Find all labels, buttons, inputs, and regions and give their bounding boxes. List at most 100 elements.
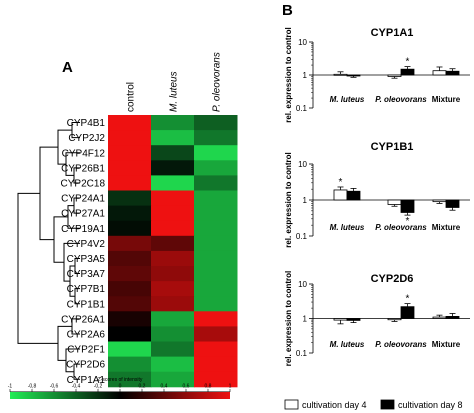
legend-label-day8: cultivation day 8: [398, 400, 463, 410]
heat-row-label: CYP19A1: [61, 224, 105, 235]
bar-day4: [387, 199, 402, 205]
y-axis-label: rel. expression to control: [284, 27, 293, 123]
heat-cell-cyp2d6-1: [108, 356, 152, 373]
bar-day4: [333, 318, 348, 321]
y-axis-label: rel. expression to control: [284, 152, 293, 248]
heat-row-label: CYP4V2: [67, 239, 106, 250]
dendrogram-branch: [17, 192, 58, 344]
heat-cell-cyp2f1-2: [151, 341, 195, 358]
y-tick-label: 1: [303, 196, 308, 205]
y-tick-label: 1: [303, 315, 308, 324]
heat-row-label: CYP7B1: [67, 284, 106, 295]
heat-cell-cyp4b1-3: [194, 115, 238, 131]
heat-cell-cyp24a1-2: [151, 190, 195, 207]
y-tick-label: 0.1: [296, 104, 308, 113]
bar-day4: [387, 318, 402, 321]
heat-row-label: CYP2C18: [61, 178, 106, 189]
heat-cell-cyp4v2-1: [108, 235, 152, 252]
colorbar-tick-label: 0,2: [139, 384, 146, 390]
category-label: Mixture: [432, 223, 461, 232]
heat-cell-cyp19a1-2: [151, 220, 195, 237]
heat-row-label: CYP26B1: [61, 163, 105, 174]
heat-cell-cyp3a7-2: [151, 266, 195, 282]
heat-cell-cyp1a1-1: [108, 371, 152, 388]
heat-row-label: CYP24A1: [61, 194, 105, 205]
heat-cell-cyp19a1-1: [108, 220, 152, 237]
heat-cell-cyp2d6-2: [151, 356, 195, 373]
colorbar-tick-label: 0,4: [161, 384, 168, 390]
heat-cell-cyp2c18-1: [108, 175, 152, 191]
dendrogram-branch: [39, 146, 58, 241]
significance-marker: *: [339, 177, 343, 188]
bar-day4: [432, 316, 447, 319]
heat-cell-cyp3a7-3: [194, 266, 238, 282]
heatmap-column-labels: control M. luteus P. oleovorans: [126, 52, 223, 112]
heat-cell-cyp27a1-2: [151, 205, 195, 222]
category-label: M. luteus: [330, 95, 365, 104]
colorbar-tick-label: -0,6: [50, 384, 59, 390]
legend: cultivation day 4 cultivation day 8: [284, 399, 463, 410]
heat-row-label: CYP4B1: [67, 118, 106, 129]
significance-marker: *: [406, 57, 410, 68]
heat-cell-cyp24a1-1: [108, 190, 152, 207]
panel-label-a: A: [62, 59, 73, 76]
heat-row-label: CYP2D6: [66, 360, 105, 371]
heat-cell-cyp2a6-3: [194, 326, 238, 342]
heat-cell-cyp26b1-3: [194, 160, 238, 176]
bar-panel-title: CYP1A1: [371, 27, 414, 39]
heat-cell-cyp2j2-2: [151, 130, 195, 146]
bar-day8: [445, 199, 460, 208]
heat-row-label: CYP2A6: [67, 329, 106, 340]
bar-day8: [445, 316, 460, 319]
heat-cell-cyp26b1-1: [108, 160, 152, 176]
y-tick-label: 1: [303, 71, 308, 80]
heatmap-row-labels: CYP4B1 CYP2J2 CYP4F12 CYP26B1 CYP2C18 CYP24A1…: [61, 118, 106, 386]
heat-row-label: CYP1B1: [67, 299, 106, 310]
heat-cell-cyp4f12-1: [108, 145, 152, 161]
bar-day8: [346, 318, 361, 321]
heat-cell-cyp2j2-1: [108, 130, 152, 146]
category-label: P. oleovorans: [375, 223, 427, 232]
heat-cell-cyp2a6-1: [108, 326, 152, 342]
heat-cell-cyp26a1-1: [108, 311, 152, 327]
heat-row-label: CYP1A1: [67, 375, 106, 386]
colorbar-tick-label: -1: [8, 384, 13, 390]
category-label: P. oleovorans: [375, 340, 427, 349]
colorbar-tick-label: 1: [229, 384, 232, 390]
heat-column-label: control: [126, 82, 137, 112]
heat-cell-cyp2f1-3: [194, 341, 238, 358]
heatmap-cells: [108, 115, 238, 388]
heat-cell-cyp1b1-3: [194, 296, 238, 312]
heat-row-label: CYP2F1: [67, 345, 105, 356]
heat-cell-cyp27a1-3: [194, 205, 238, 222]
heat-cell-cyp1b1-1: [108, 296, 152, 312]
colorbar-title: Z-scores of intensity: [98, 377, 143, 383]
bar-day4: [333, 73, 348, 76]
heat-cell-cyp26a1-3: [194, 311, 238, 327]
colorbar-tick-label: 0,8: [205, 384, 212, 390]
heat-cell-cyp2c18-3: [194, 175, 238, 191]
y-tick-label: 0.1: [296, 232, 308, 241]
y-tick-label: 10: [298, 38, 307, 47]
colorbar-gradient: [10, 392, 230, 399]
heat-row-label: CYP26A1: [61, 314, 105, 325]
heat-cell-cyp2c18-2: [151, 175, 195, 191]
legend-swatch-day4: [284, 399, 299, 410]
heat-cell-cyp1a1-2: [151, 371, 195, 388]
category-label: P. oleovorans: [375, 95, 427, 104]
bar-day4: [387, 74, 402, 77]
colorbar-tick-label: -0,4: [72, 384, 81, 390]
category-label: M. luteus: [330, 223, 365, 232]
y-axis-label: rel. expression to control: [284, 271, 293, 367]
heat-cell-cyp4v2-2: [151, 235, 195, 252]
bar-day8: [445, 70, 460, 76]
heat-row-label: CYP2J2: [68, 133, 105, 144]
y-tick-label: 10: [298, 160, 307, 169]
bar-day4: [432, 199, 447, 203]
heat-cell-cyp3a7-1: [108, 266, 152, 282]
heat-row-label: CYP3A5: [67, 254, 106, 265]
row-dendrogram: [17, 122, 80, 380]
heat-cell-cyp3a5-2: [151, 250, 195, 267]
